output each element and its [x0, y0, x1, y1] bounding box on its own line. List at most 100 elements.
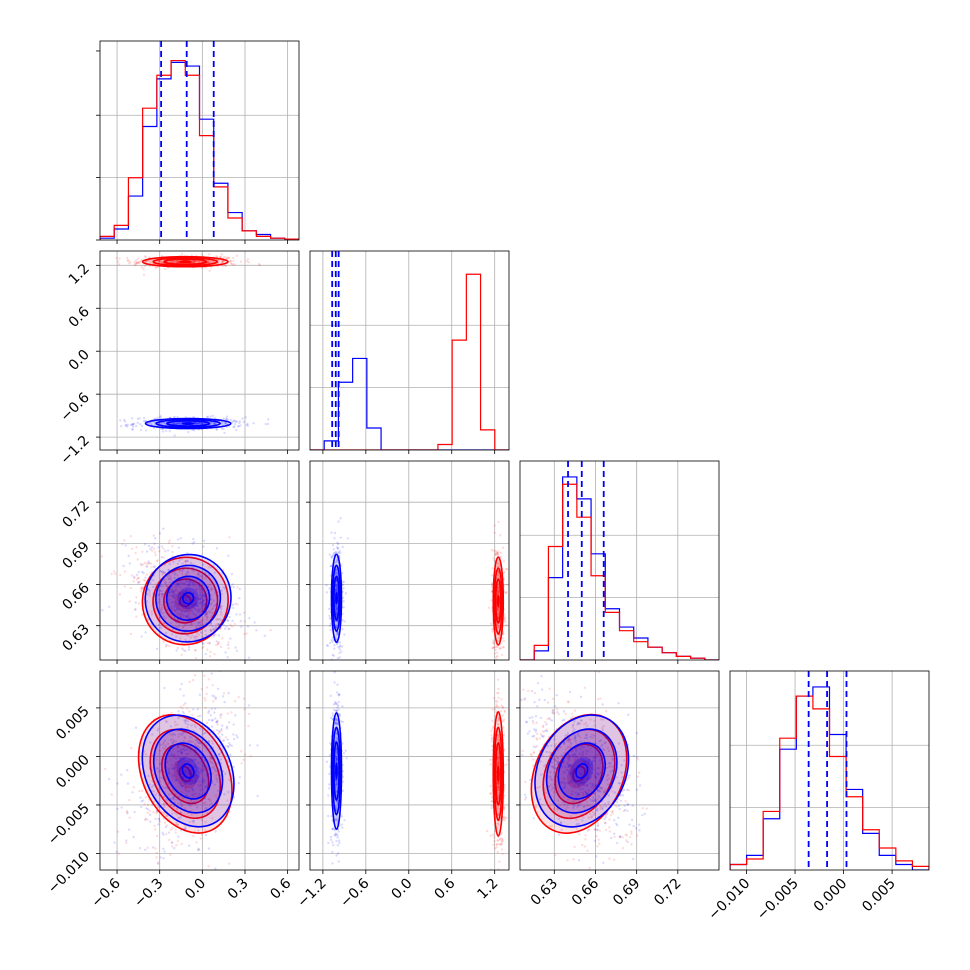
- scatter-point: [490, 599, 493, 602]
- scatter-point: [160, 607, 163, 610]
- scatter-point: [132, 580, 135, 583]
- scatter-point: [135, 262, 138, 265]
- scatter-point: [340, 650, 343, 653]
- scatter-point: [237, 425, 241, 428]
- scatter-point: [195, 625, 198, 629]
- scatter-point: [179, 637, 182, 640]
- scatter-point: [329, 716, 333, 719]
- scatter-point: [192, 612, 195, 616]
- scatter-point: [203, 674, 206, 677]
- scatter-point: [161, 261, 164, 264]
- contour-line: [144, 417, 232, 430]
- scatter-point: [613, 835, 616, 839]
- scatter-point: [123, 418, 126, 422]
- scatter-point: [191, 581, 195, 585]
- histogram-red: [310, 273, 509, 450]
- scatter-point: [194, 649, 197, 652]
- scatter-point: [119, 425, 123, 428]
- scatter-point: [183, 624, 186, 627]
- panel-frame: [519, 460, 720, 661]
- scatter-point: [130, 747, 133, 750]
- scatter-point: [489, 763, 492, 766]
- scatter-point: [110, 793, 113, 796]
- scatter-point: [494, 705, 498, 709]
- scatter-point: [155, 559, 159, 563]
- scatter-point: [161, 570, 164, 573]
- scatter-point: [185, 572, 188, 575]
- scatter-point: [194, 584, 197, 587]
- scatter-point: [160, 592, 164, 596]
- scatter-point: [174, 601, 178, 605]
- scatter-point: [489, 834, 492, 837]
- scatter-point: [172, 805, 176, 808]
- scatter-point: [206, 260, 210, 263]
- scatter-point: [578, 833, 581, 836]
- scatter-point: [155, 766, 158, 770]
- contour-line: [163, 258, 208, 266]
- scatter-point: [165, 584, 168, 588]
- scatter-point: [218, 665, 220, 667]
- x-tick-label: 0.6: [267, 875, 294, 902]
- scatter-point: [490, 740, 494, 743]
- scatter-point: [186, 587, 190, 591]
- scatter-point: [227, 641, 230, 644]
- scatter-point: [214, 603, 217, 607]
- scatter-point: [202, 594, 205, 597]
- scatter-point: [126, 259, 130, 262]
- scatter-point: [212, 599, 216, 602]
- scatter-point: [186, 559, 189, 562]
- scatter-point: [180, 632, 183, 635]
- scatter-point: [496, 587, 500, 590]
- contour-fill: [163, 579, 207, 623]
- scatter-point: [496, 551, 499, 555]
- scatter-point: [135, 573, 139, 577]
- scatter-point: [494, 549, 498, 553]
- scatter-point: [178, 874, 180, 876]
- scatter-point: [203, 801, 206, 805]
- scatter-point: [487, 606, 491, 609]
- scatter-point: [157, 623, 161, 626]
- scatter-point: [175, 582, 179, 586]
- scatter-point: [231, 263, 235, 266]
- scatter-point: [189, 799, 193, 802]
- scatter-point: [113, 572, 117, 575]
- scatter-point: [185, 580, 189, 583]
- scatter-point: [221, 739, 225, 742]
- scatter-point: [199, 590, 202, 594]
- scatter-point: [153, 565, 157, 568]
- scatter-point: [187, 571, 190, 574]
- scatter-point: [197, 621, 201, 624]
- scatter-point: [205, 602, 208, 606]
- scatter-point: [170, 633, 174, 636]
- scatter-point: [169, 578, 173, 581]
- scatter-point: [495, 645, 498, 649]
- scatter-point: [328, 754, 332, 757]
- scatter-point: [180, 682, 183, 686]
- scatter-point: [199, 601, 202, 605]
- scatter-point: [335, 608, 339, 611]
- scatter-point: [232, 585, 235, 589]
- scatter-point: [188, 610, 192, 613]
- scatter-point: [147, 545, 151, 548]
- scatter-point: [489, 622, 493, 625]
- scatter-point: [180, 613, 184, 616]
- scatter-point: [143, 818, 147, 822]
- scatter-point: [266, 422, 270, 426]
- scatter-point: [330, 814, 333, 818]
- scatter-point: [179, 612, 182, 616]
- scatter-point: [496, 608, 500, 612]
- scatter-point: [496, 614, 500, 617]
- contour-line: [163, 578, 208, 624]
- scatter-point: [198, 260, 201, 264]
- scatter-point: [179, 594, 182, 597]
- scatter-point: [192, 429, 196, 432]
- scatter-point: [162, 746, 165, 750]
- scatter-point: [119, 419, 122, 422]
- scatter-point: [491, 833, 495, 836]
- scatter-point: [205, 602, 208, 605]
- scatter-point: [496, 561, 499, 564]
- scatter-point: [248, 744, 252, 747]
- scatter-point: [137, 581, 140, 584]
- scatter-point: [204, 801, 207, 804]
- scatter-point: [153, 542, 156, 545]
